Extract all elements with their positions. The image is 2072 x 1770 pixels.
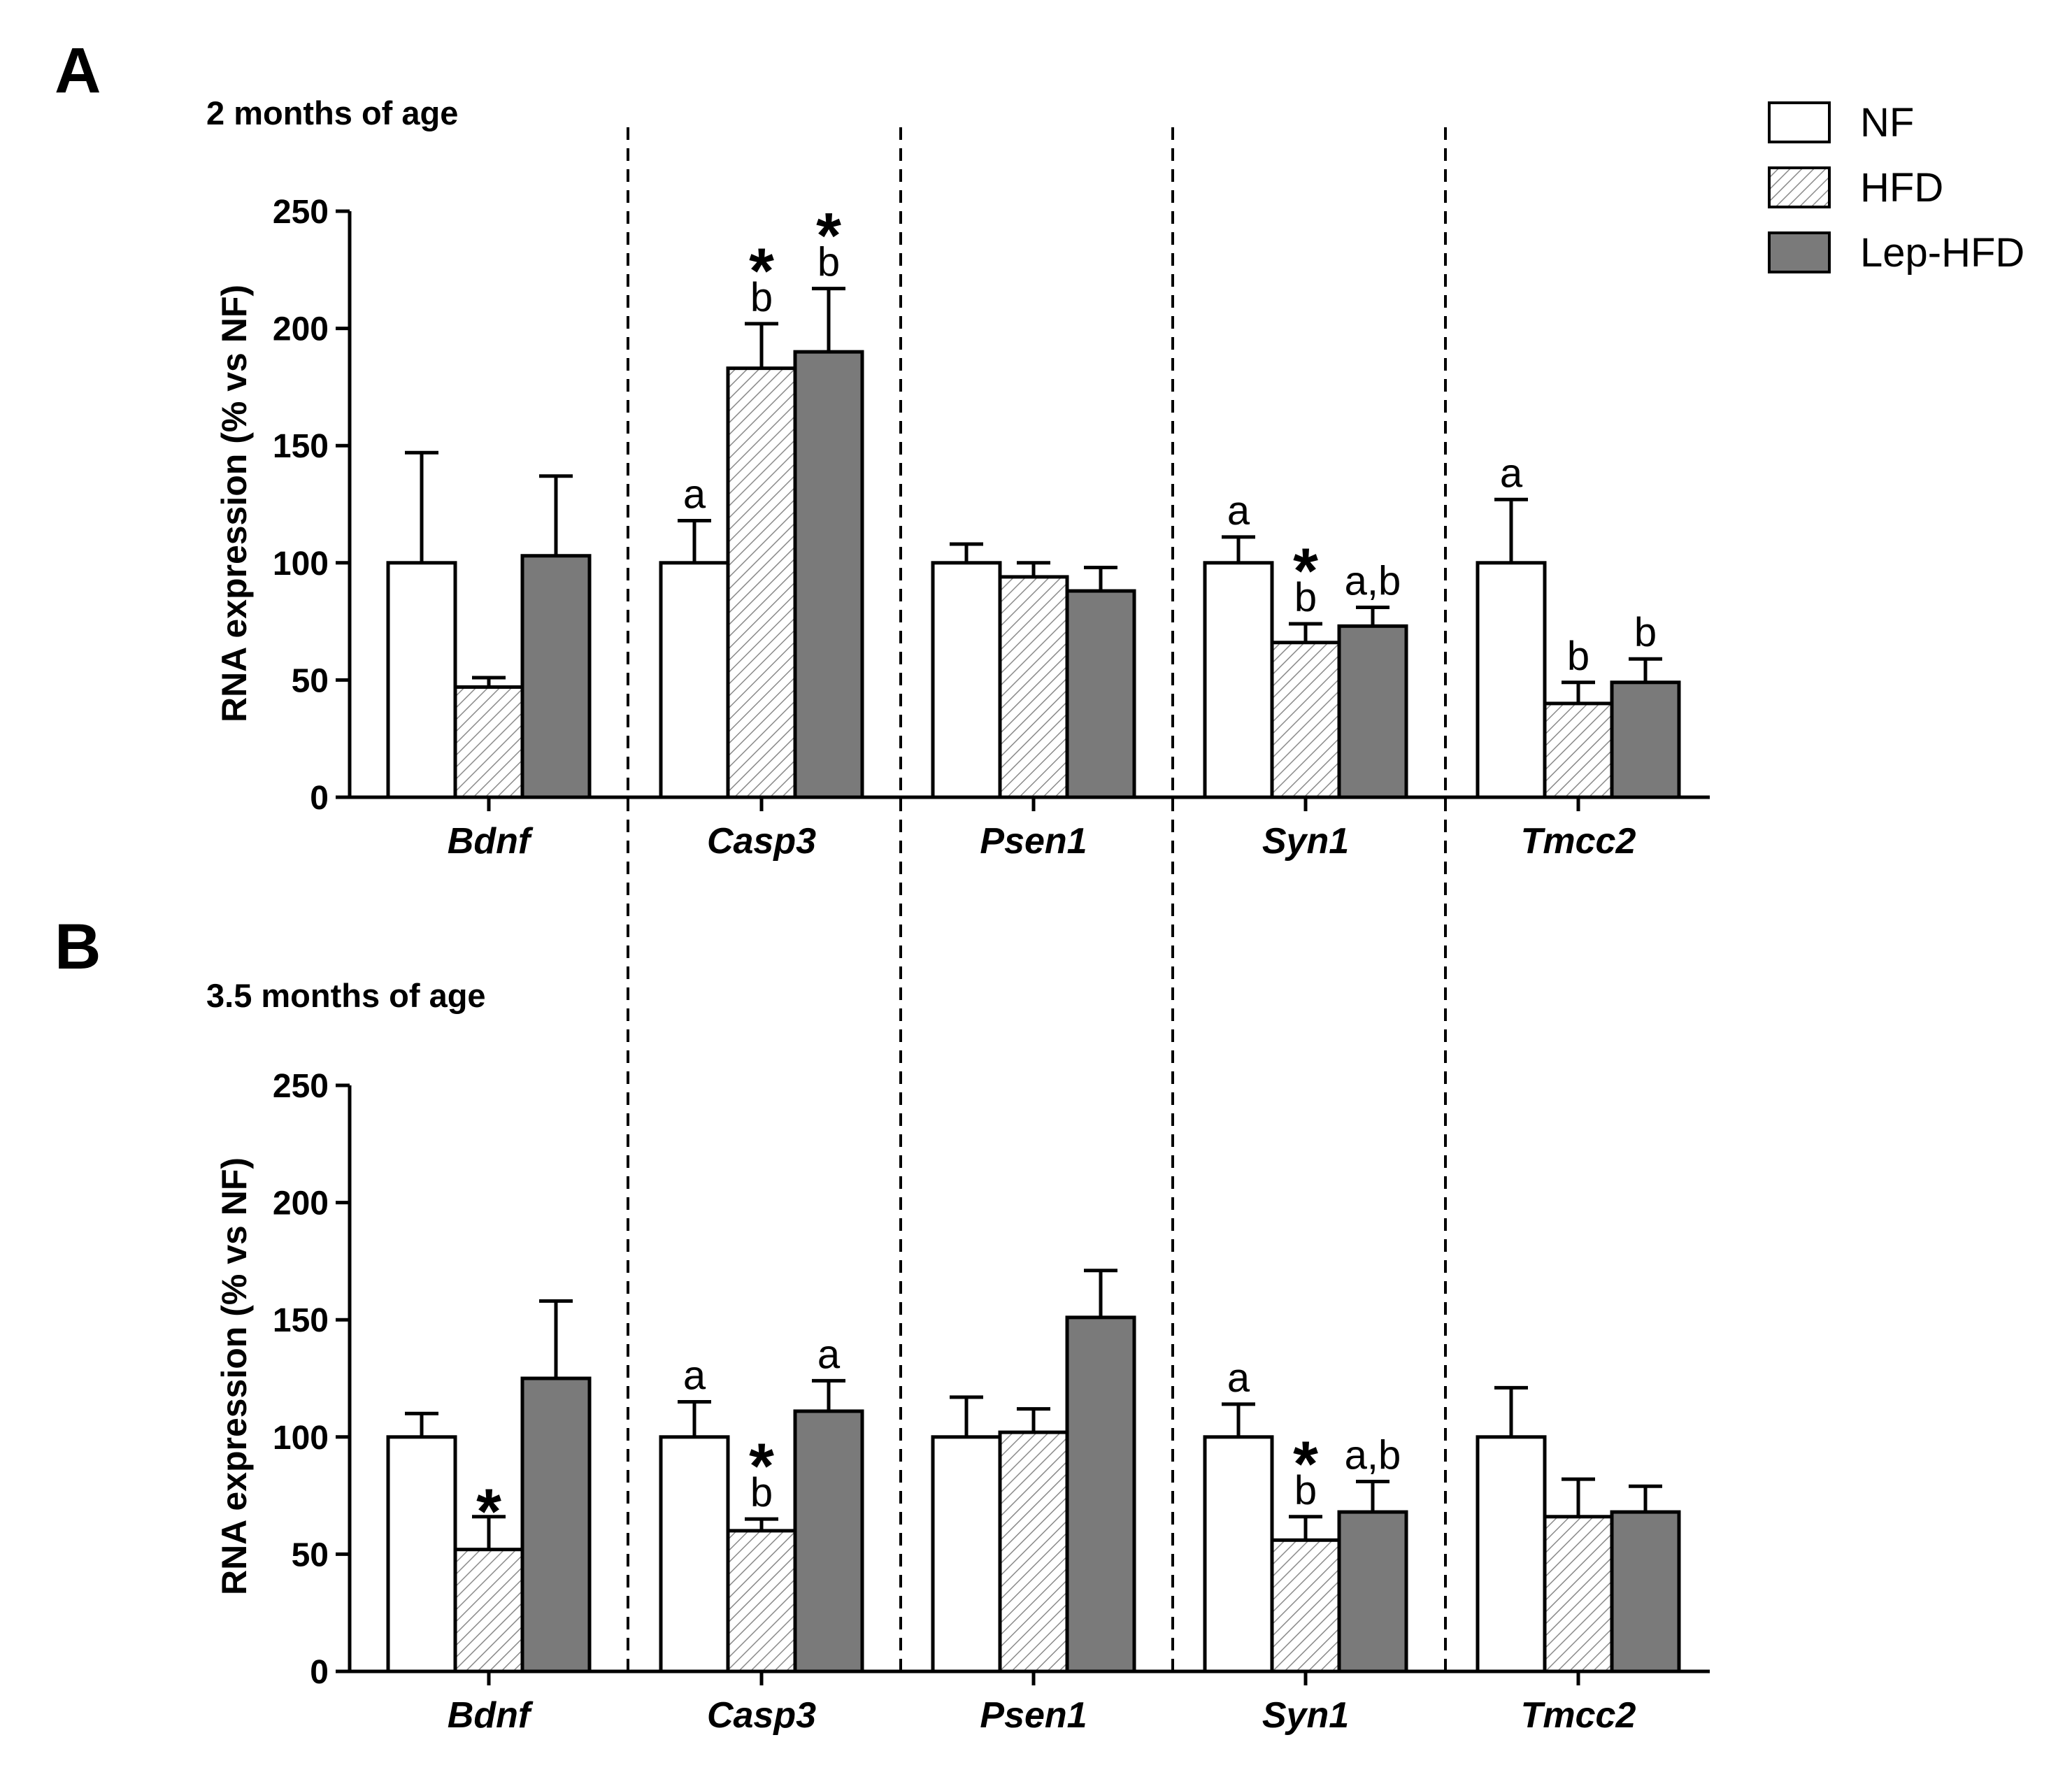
panel-b-bar-lep-hfd-bdnf: [520, 1376, 592, 1673]
panel-a-bar-hfd-tmcc2: [1543, 701, 1614, 799]
panel-b-significance-letter: a: [817, 1332, 841, 1377]
panel-b-ylabel: RNA expression (% vs NF): [215, 1157, 254, 1595]
panel-a-header: A 2 months of age RNA expression (% vs N…: [55, 35, 458, 722]
legend-label-nf: NF: [1860, 100, 1914, 145]
panel-b-bar-hfd-casp3: [726, 1529, 797, 1673]
panel-a-bar-nf-casp3: [659, 561, 730, 799]
panel-letter-b: B: [55, 911, 101, 983]
panel-a-y-tick-label: 50: [292, 662, 329, 699]
panel-a-y-tick-label: 150: [273, 428, 329, 465]
panel-b-bar-lep-hfd-psen1: [1065, 1315, 1136, 1673]
panel-b-category-label: Tmcc2: [1521, 1695, 1636, 1736]
panel-b-y-tick-label: 50: [292, 1536, 329, 1573]
panel-a-bar-nf-bdnf: [386, 561, 457, 799]
panel-b-y-tick-label: 100: [273, 1420, 329, 1457]
panel-a-bar-lep-hfd-psen1: [1065, 589, 1136, 799]
legend-swatch-nf: [1768, 101, 1831, 143]
panel-a-category-label: Tmcc2: [1521, 821, 1636, 862]
panel-a-y-tick-label: 200: [273, 311, 329, 348]
panel-a-significance-letter: a: [1500, 450, 1523, 496]
panel-b-category-label: Syn1: [1262, 1695, 1349, 1736]
panel-a-ylabel: RNA expression (% vs NF): [215, 285, 254, 722]
panel-letter-a: A: [55, 35, 101, 106]
panel-b-significance-letter: a: [683, 1353, 706, 1399]
panel-b-bar-nf-tmcc2: [1476, 1435, 1547, 1673]
legend-label-lep-hfd: Lep-HFD: [1860, 230, 2024, 276]
panel-a-bar-lep-hfd-bdnf: [520, 554, 592, 799]
panel-a-bar-hfd-bdnf: [453, 685, 524, 799]
panel-b-y-tick-label: 200: [273, 1185, 329, 1222]
panel-b-significance-letter: b: [750, 1470, 773, 1515]
panel-b-category-label: Casp3: [707, 1695, 816, 1736]
panel-b-y-tick-label: 150: [273, 1302, 329, 1339]
panel-b-category-label: Bdnf: [448, 1695, 534, 1736]
panel-a-significance-letter: a,b: [1345, 558, 1401, 604]
panel-b-bar-nf-bdnf: [386, 1435, 457, 1673]
panel-a-bar-lep-hfd-casp3: [793, 350, 864, 799]
legend-label-hfd: HFD: [1860, 165, 1943, 210]
legend-swatch-hfd: [1768, 166, 1831, 208]
panel-a-y-tick-label: 250: [273, 194, 329, 231]
panel-a-significance-letter: b: [750, 275, 773, 320]
panel-b-title: 3.5 months of age: [206, 977, 486, 1014]
panel-a-category-label: Psen1: [980, 821, 1087, 862]
panel-a-significance-letter: a: [1227, 488, 1250, 534]
panel-b-significance-star: *: [1293, 1429, 1318, 1500]
panel-b-bar-hfd-bdnf: [453, 1548, 524, 1673]
panel-a-category-label: Casp3: [707, 821, 816, 862]
panel-b-bar-lep-hfd-tmcc2: [1610, 1510, 1681, 1673]
panel-b-bar-hfd-psen1: [998, 1430, 1069, 1673]
panel-a-bar-nf-syn1: [1203, 561, 1274, 799]
panel-a-significance-letter: b: [817, 240, 840, 285]
panel-a-significance-star: *: [816, 201, 841, 272]
panel-a-bar-nf-psen1: [931, 561, 1002, 799]
panel-b-significance-letter: a: [1227, 1355, 1250, 1401]
panel-b-bar-lep-hfd-casp3: [793, 1409, 864, 1673]
panel-a-bar-nf-tmcc2: [1476, 561, 1547, 799]
panel-b-header: B 3.5 months of age RNA expression (% vs…: [55, 911, 486, 1595]
panel-a-bar-hfd-psen1: [998, 575, 1069, 799]
panel-a-bar-lep-hfd-tmcc2: [1610, 680, 1681, 799]
panel-b-category-label: Psen1: [980, 1695, 1087, 1736]
panel-a-bar-lep-hfd-syn1: [1337, 624, 1408, 799]
panel-a-category-label: Bdnf: [448, 821, 534, 862]
panel-b-y-tick-label: 250: [273, 1068, 329, 1105]
panel-a-category-label: Syn1: [1262, 821, 1349, 862]
legend: NF HFD Lep-HFD: [1768, 100, 2024, 276]
panel-a-significance-letter: a: [683, 471, 706, 517]
panel-a-y-tick-label: 100: [273, 545, 329, 583]
panel-a-significance-letter: b: [1294, 575, 1317, 620]
legend-swatch-lep-hfd: [1768, 231, 1831, 273]
panel-b-bar-hfd-tmcc2: [1543, 1515, 1614, 1673]
panel-b-bar-lep-hfd-syn1: [1337, 1510, 1408, 1673]
panel-a-bar-hfd-syn1: [1270, 641, 1341, 799]
panel-b-significance-star: *: [476, 1476, 501, 1548]
panel-b-bar-hfd-syn1: [1270, 1538, 1341, 1673]
panel-b-bar-nf-casp3: [659, 1435, 730, 1673]
panel-a-bar-hfd-casp3: [726, 366, 797, 799]
panel-a-significance-letter: b: [1567, 634, 1589, 679]
panel-b-y-tick-label: 0: [310, 1654, 329, 1691]
panel-a-significance-star: *: [749, 236, 774, 307]
panel-a-y-tick-label: 0: [310, 780, 329, 817]
panel-b-significance-star: *: [749, 1431, 774, 1502]
panel-a-significance-letter: b: [1634, 610, 1657, 655]
panel-b-bar-nf-syn1: [1203, 1435, 1274, 1673]
panel-b-bar-nf-psen1: [931, 1435, 1002, 1673]
panel-a-title: 2 months of age: [206, 94, 458, 131]
panel-a-significance-star: *: [1293, 536, 1318, 607]
panel-b-significance-letter: a,b: [1345, 1432, 1401, 1478]
panel-b-significance-letter: b: [1294, 1468, 1317, 1513]
